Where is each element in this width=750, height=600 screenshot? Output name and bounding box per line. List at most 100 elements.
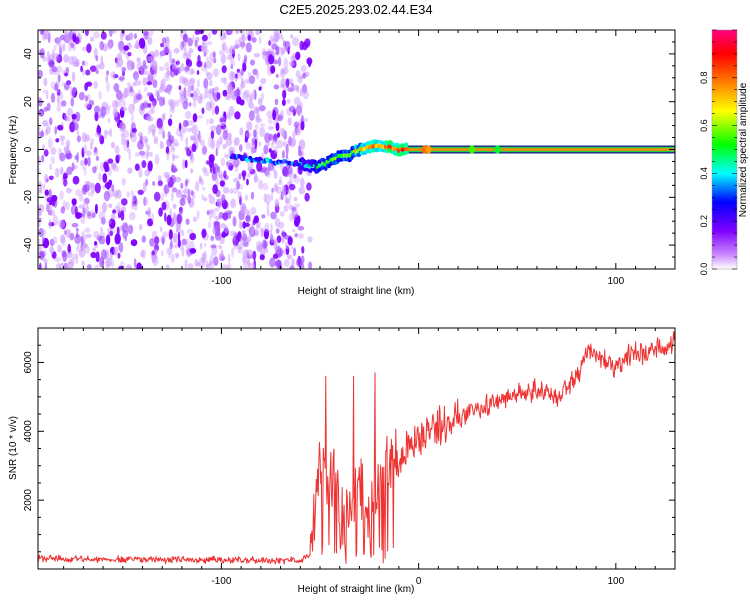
spectrogram-cell	[253, 129, 257, 138]
spectrogram-cell	[259, 123, 266, 128]
spectrogram-cell	[94, 203, 98, 214]
spectrogram-cell	[95, 251, 100, 263]
spectrogram-cell	[111, 258, 115, 269]
spectrogram-cell	[278, 56, 282, 67]
spectrogram-cell	[238, 173, 242, 180]
spectrogram-cell	[271, 187, 274, 193]
spectrogram-cell	[247, 71, 251, 79]
spectrogram-cell	[220, 77, 226, 83]
spectrogram-cell	[193, 133, 199, 144]
spectrogram-cell	[48, 60, 55, 65]
spectrogram-cell	[98, 133, 103, 141]
spectrogram-cell	[212, 51, 216, 58]
spectrogram-cell	[45, 89, 49, 100]
spectrogram-cell	[293, 96, 301, 106]
spectrogram-cell	[291, 258, 295, 267]
spectrogram-cell	[38, 211, 42, 217]
spectrogram-cell	[211, 30, 218, 35]
spectrogram-cell	[239, 99, 245, 106]
spectrogram-cell	[121, 198, 128, 206]
spectrogram-cell	[218, 50, 223, 56]
spectrogram-cell	[286, 189, 292, 195]
spectrogram-cell	[84, 157, 88, 166]
spectrogram-cell	[219, 180, 225, 187]
spectrogram-cell	[279, 175, 282, 183]
spectrogram-cell	[302, 72, 307, 79]
spectrogram-cell	[236, 180, 240, 190]
spectrogram-cell	[54, 82, 58, 91]
spectrogram-cell	[71, 86, 77, 93]
spectrogram-cell	[100, 162, 105, 172]
spectrogram-cell	[263, 228, 269, 240]
spectrogram-cell	[168, 229, 173, 240]
spectrogram-cell	[63, 146, 71, 154]
spectrogram-cell	[89, 182, 95, 188]
spectrogram-cell	[108, 30, 115, 35]
spectrogram-cell	[258, 86, 262, 91]
spectrogram-cell	[240, 35, 247, 41]
spectrogram-cell	[161, 37, 167, 44]
spectrogram-cell	[67, 243, 71, 254]
spectrogram-cell	[208, 196, 216, 205]
spectrogram-cell	[181, 194, 187, 199]
spectrogram-cell	[38, 262, 42, 269]
spectrogram-cell	[198, 257, 206, 268]
spectrogram-cell	[101, 249, 107, 260]
spectrogram-cell	[239, 127, 244, 136]
spectrogram-cell	[121, 66, 127, 72]
spectrogram-cell	[177, 66, 181, 75]
spectrogram-cell	[229, 132, 232, 141]
spectrogram-signal-cell	[403, 150, 409, 155]
spectrogram-cell	[191, 143, 197, 153]
spectrogram-cell	[179, 75, 186, 84]
spectrogram-cell	[131, 127, 137, 133]
spectrogram-cell	[185, 180, 188, 187]
spectrogram-cell	[137, 189, 144, 195]
spectrogram-cell	[268, 133, 274, 141]
spectrogram-cell	[154, 153, 160, 165]
spectrogram-cell	[118, 265, 124, 269]
spectrogram-cell	[121, 177, 126, 186]
spectrogram-cell	[56, 54, 63, 64]
spectrogram-signal-cell	[494, 145, 501, 154]
spectrogram-cell	[54, 257, 61, 262]
snr-y-label: SNR (10 * v/v)	[8, 416, 19, 480]
spectrogram-cell	[148, 110, 156, 115]
spectrogram-cell	[182, 52, 189, 60]
spectrogram-cell	[152, 253, 157, 260]
spectrogram-cell	[153, 136, 159, 145]
spectrogram-cell	[183, 33, 188, 43]
spectrogram-cell	[241, 30, 245, 40]
spectrogram-cell	[38, 98, 43, 107]
spectrogram-cell	[113, 83, 120, 92]
x-tick-label: -100	[211, 276, 231, 287]
spectrogram-cell	[261, 48, 267, 59]
spectrogram-cell	[54, 37, 61, 44]
spectrogram-cell	[241, 42, 245, 50]
spectrogram-cell	[185, 58, 190, 65]
spectrogram-cell	[76, 152, 79, 163]
spectrogram-cell	[281, 69, 284, 75]
spectrogram-cell	[123, 87, 128, 99]
spectrogram-cell	[281, 99, 286, 106]
spectrogram-cell	[182, 77, 189, 84]
spectrogram-cell	[137, 57, 140, 62]
spectrogram-cell	[140, 151, 146, 159]
spectrogram-y-ticks: -40 -20 0 20 40	[23, 29, 675, 270]
spectrogram-cell	[101, 202, 108, 213]
spectrogram-cell	[240, 77, 244, 85]
spectrogram-cell	[287, 236, 293, 246]
spectrogram-cell	[96, 235, 103, 241]
spectrogram-cell	[200, 45, 207, 51]
spectrogram-cell	[174, 252, 180, 258]
spectrogram-cell	[304, 192, 310, 202]
spectrogram-cell	[163, 184, 170, 195]
spectrogram-cell	[222, 144, 227, 150]
spectrogram-cell	[83, 245, 90, 254]
spectrogram-cell	[44, 262, 48, 269]
spectrogram-cell	[190, 168, 194, 174]
spectrogram-cell	[147, 56, 153, 62]
spectrogram-cell	[43, 77, 48, 87]
spectrogram-cell	[285, 78, 290, 88]
spectrogram-cell	[87, 156, 91, 167]
